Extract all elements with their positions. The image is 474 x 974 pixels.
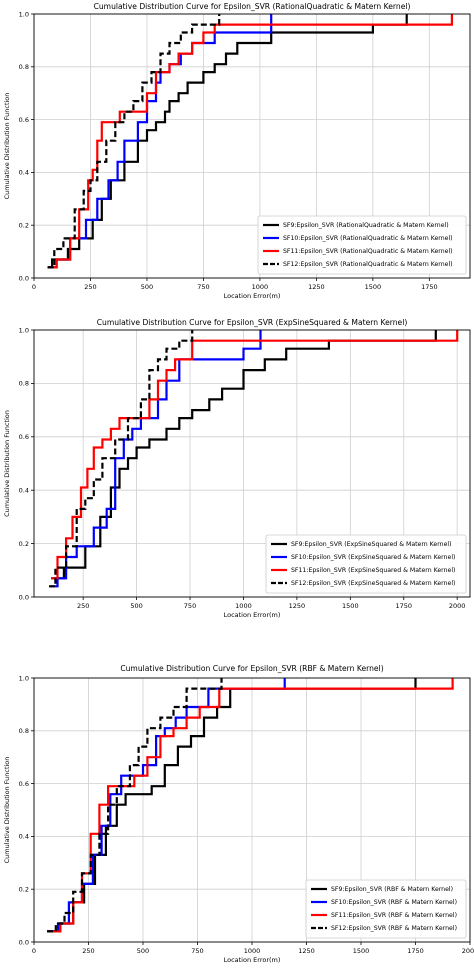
y-axis-label: Cumulative Distribution Function [3, 757, 11, 864]
legend-label-sf10: SF10:Epsilon_SVR (ExpSineSquared & Mater… [291, 554, 455, 561]
series-line-sf12 [47, 14, 221, 269]
x-tick-label: 500 [141, 283, 153, 291]
y-tick-label: 0.8 [19, 63, 29, 71]
x-tick-label: 1250 [289, 602, 306, 610]
chart-panel-expsinesquared: 250 500 750 1000 1250 1500 1750 2000 0.0 0.2 0.4 0.… [3, 318, 471, 619]
y-tick-label: 0.2 [19, 540, 29, 548]
x-tick-label: 1250 [298, 947, 315, 955]
legend-label-sf12: SF12:Epsilon_SVR (RationalQuadratic & Ma… [283, 261, 453, 268]
y-tick-label: 1.0 [19, 10, 29, 18]
x-tick-label: 1000 [252, 283, 269, 291]
x-tick-label: 750 [197, 283, 209, 291]
x-tick-label: 500 [130, 602, 142, 610]
y-tick-label: 0.0 [19, 938, 29, 946]
series-line-sf11 [47, 678, 454, 933]
plot-frame [33, 677, 471, 943]
x-tick-label: 250 [77, 602, 89, 610]
legend-label-sf11: SF11:Epsilon_SVR (RationalQuadratic & Ma… [283, 248, 453, 255]
series-line-sf9 [47, 14, 408, 269]
legend-label-sf10: SF10:Epsilon_SVR (RBF & Matern Kernel) [331, 899, 457, 906]
x-tick-label: 1750 [421, 283, 438, 291]
y-tick-label: 0.4 [19, 169, 29, 177]
y-tick-label: 1.0 [19, 674, 29, 682]
x-tick-label: 750 [184, 602, 196, 610]
legend-label-sf10: SF10:Epsilon_SVR (RationalQuadratic & Ma… [283, 235, 453, 242]
legend-box [265, 534, 467, 594]
x-tick-label: 1500 [342, 602, 359, 610]
plot-frame [33, 329, 471, 598]
y-tick-label: 0.2 [19, 222, 29, 230]
y-tick-label: 1.0 [19, 326, 29, 334]
y-tick-label: 0.4 [19, 487, 29, 495]
y-tick-label: 0.6 [19, 780, 29, 788]
y-tick-label: 0.8 [19, 380, 29, 388]
series-line-sf11 [51, 330, 459, 580]
y-tick-label: 0.8 [19, 727, 29, 735]
x-tick-label: 250 [84, 283, 96, 291]
chart-title: Cumulative Distribution Curve for Epsilo… [94, 2, 411, 11]
x-axis-label: Location Error(m) [224, 611, 281, 619]
legend-label-sf11: SF11:Epsilon_SVR (RBF & Matern Kernel) [331, 912, 457, 919]
y-tick-label: 0.0 [19, 593, 29, 601]
x-tick-label: 1500 [365, 283, 382, 291]
chart-panel-rationalquadratic: 0 250 500 750 1000 1250 1500 1750 0.0 0.2 0.4 0.6 0.… [3, 2, 471, 300]
series-line-sf9 [51, 330, 437, 580]
legend-label-sf9: SF9:Epsilon_SVR (ExpSineSquared & Matern… [291, 541, 452, 548]
x-axis-label: Location Error(m) [224, 292, 281, 300]
y-tick-label: 0.6 [19, 116, 29, 124]
x-tick-label: 0 [32, 283, 36, 291]
x-tick-label: 1750 [407, 947, 424, 955]
x-tick-label: 0 [32, 947, 36, 955]
series-line-sf12 [47, 678, 223, 933]
legend-label-sf9: SF9:Epsilon_SVR (RationalQuadratic & Mat… [283, 222, 449, 229]
legend-label-sf12: SF12:Epsilon_SVR (RBF & Matern Kernel) [331, 925, 457, 932]
x-tick-label: 2000 [462, 947, 474, 955]
x-tick-label: 500 [137, 947, 149, 955]
chart-title: Cumulative Distribution Curve for Epsilo… [120, 664, 383, 673]
series-line-sf12 [49, 330, 194, 588]
x-tick-label: 1500 [353, 947, 370, 955]
x-tick-label: 1750 [395, 602, 412, 610]
x-axis-label: Location Error(m) [224, 956, 281, 964]
legend-label-sf11: SF11:Epsilon_SVR (ExpSineSquared & Mater… [291, 567, 455, 574]
y-tick-label: 0.0 [19, 274, 29, 282]
legend-box [305, 879, 467, 939]
x-tick-label: 1250 [308, 283, 325, 291]
y-axis-label: Cumulative Distribution Function [3, 93, 11, 200]
y-axis-label: Cumulative Distribution Function [3, 410, 11, 517]
x-tick-label: 1000 [244, 947, 261, 955]
legend-box [257, 215, 467, 275]
series-line-sf11 [47, 14, 453, 269]
x-tick-label: 750 [191, 947, 203, 955]
y-tick-label: 0.6 [19, 433, 29, 441]
y-tick-label: 0.2 [19, 886, 29, 894]
chart-title: Cumulative Distribution Curve for Epsilo… [97, 318, 408, 327]
plot-frame [33, 13, 471, 279]
x-tick-label: 250 [82, 947, 94, 955]
y-tick-label: 0.4 [19, 833, 29, 841]
legend-label-sf12: SF12:Epsilon_SVR (ExpSineSquared & Mater… [291, 580, 455, 587]
series-line-sf9 [47, 678, 417, 933]
x-tick-label: 2000 [449, 602, 466, 610]
legend-label-sf9: SF9:Epsilon_SVR (RBF & Matern Kernel) [331, 886, 453, 893]
chart-panel-rbf: 0 250 500 750 1000 1250 1500 1750 2000 0.0 0.2 0.4 0… [3, 664, 474, 964]
x-tick-label: 1000 [235, 602, 252, 610]
